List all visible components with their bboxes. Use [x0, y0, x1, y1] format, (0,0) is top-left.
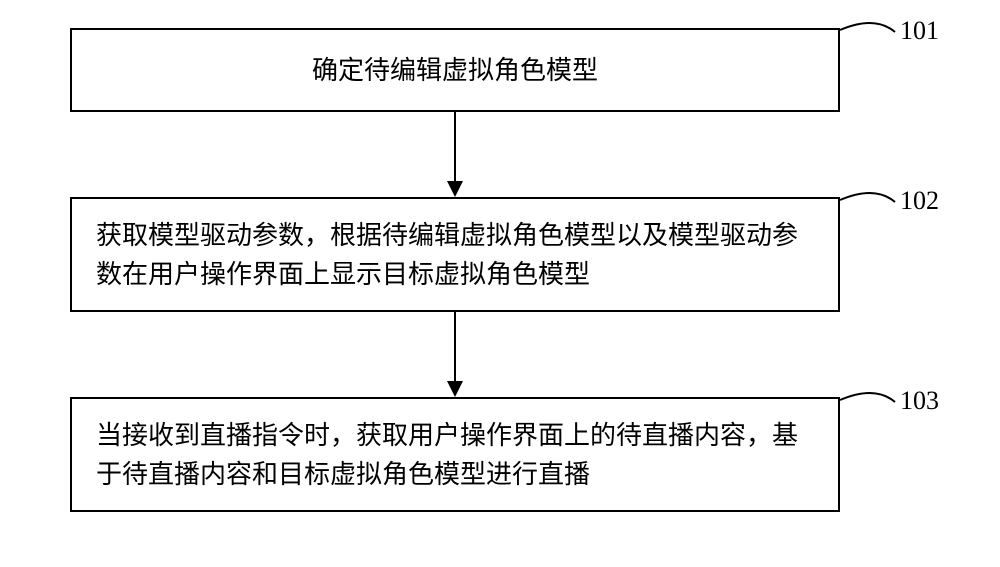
flow-label-103: 103 [900, 386, 939, 416]
flowchart-canvas: 确定待编辑虚拟角色模型 101 获取模型驱动参数，根据待编辑虚拟角色模型以及模型… [0, 0, 1000, 567]
leader-line-103 [0, 0, 1000, 567]
